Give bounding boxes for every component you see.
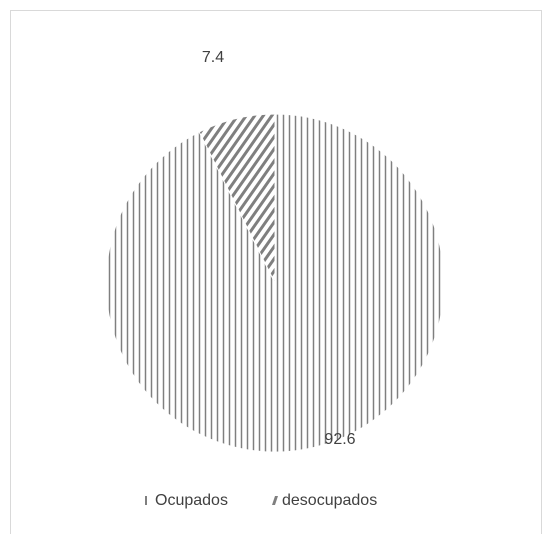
legend-swatch [272,496,278,505]
legend-swatch [145,496,147,505]
data-label: 92.6 [324,431,355,448]
legend-label: desocupados [282,492,377,509]
data-label: 7.4 [202,49,224,66]
pie-slice [198,113,276,284]
legend-label: Ocupados [155,492,228,509]
